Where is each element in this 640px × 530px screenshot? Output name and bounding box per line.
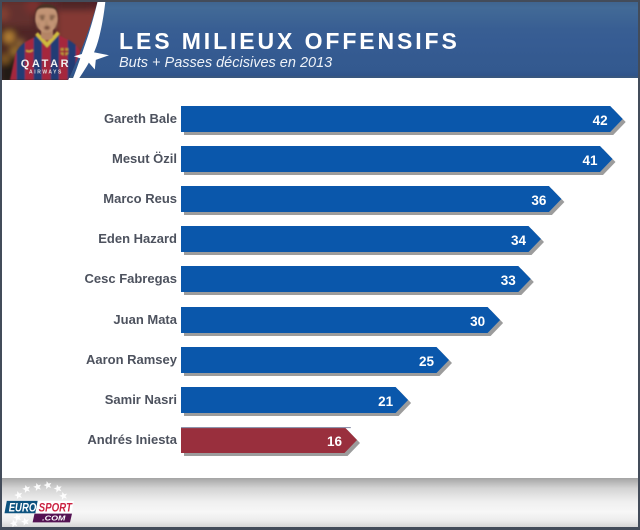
svg-text:41: 41: [582, 153, 598, 168]
svg-text:25: 25: [419, 354, 435, 369]
svg-text:21: 21: [378, 394, 394, 409]
svg-text:42: 42: [593, 113, 608, 128]
svg-text:36: 36: [531, 193, 547, 208]
svg-text:AIRWAYS: AIRWAYS: [29, 70, 63, 76]
svg-text:.COM: .COM: [42, 514, 66, 523]
svg-text:SPORT: SPORT: [39, 501, 74, 515]
svg-text:30: 30: [470, 314, 485, 329]
svg-text:QATAR: QATAR: [21, 58, 71, 70]
svg-text:16: 16: [327, 434, 343, 449]
svg-text:34: 34: [511, 233, 527, 248]
svg-text:EURO: EURO: [9, 501, 37, 515]
svg-text:33: 33: [501, 274, 517, 289]
